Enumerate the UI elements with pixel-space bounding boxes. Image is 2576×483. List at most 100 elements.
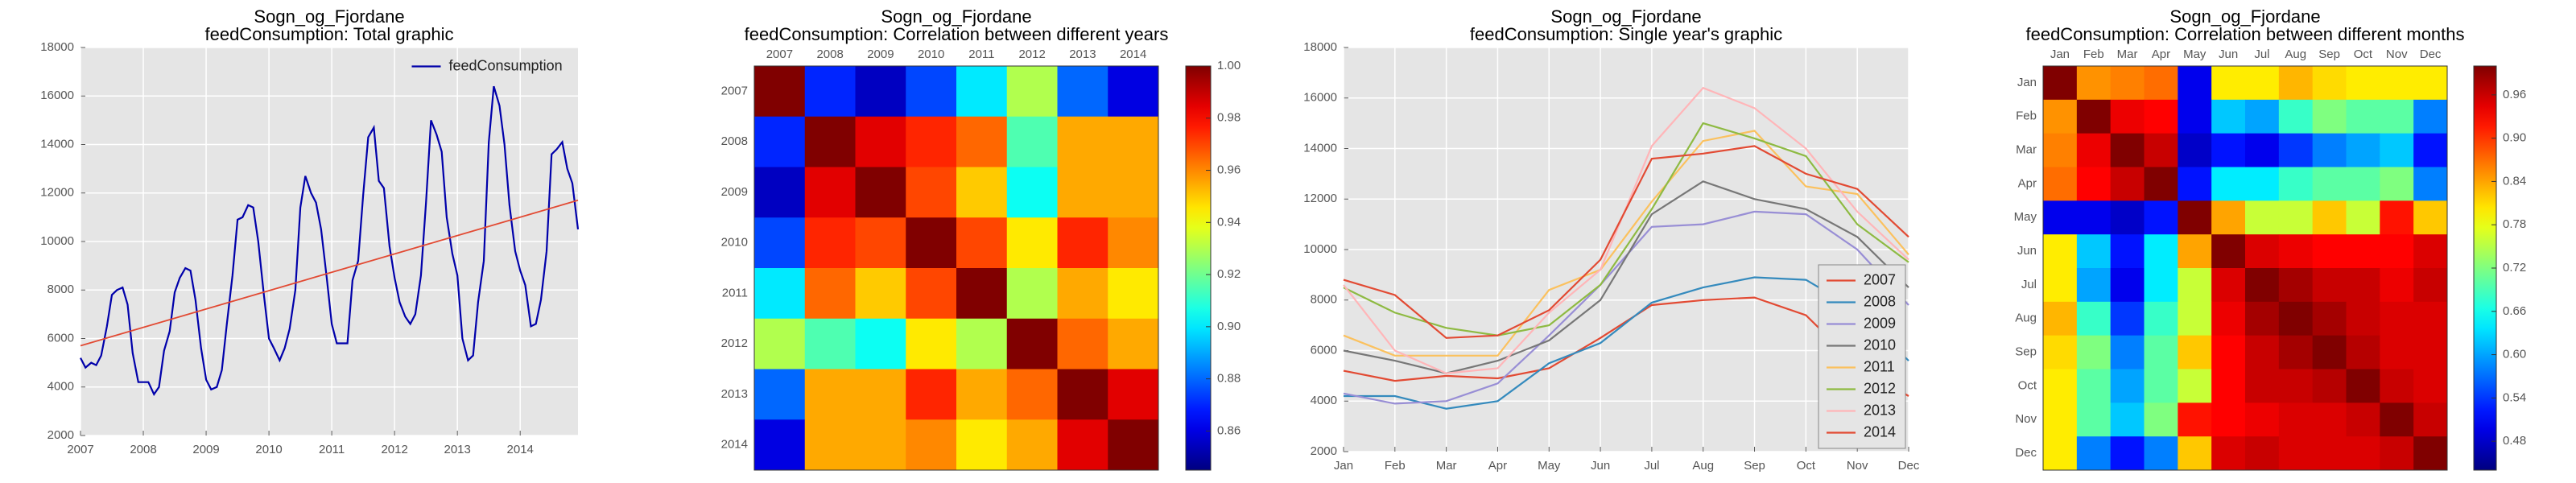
- heat-cell: [1057, 116, 1108, 167]
- heat-cell: [2245, 99, 2280, 134]
- heat-cell: [2245, 436, 2280, 471]
- heat-cell: [2413, 369, 2448, 403]
- heat-cell: [2346, 436, 2380, 471]
- colorbar-tick-label: 0.84: [2503, 174, 2526, 188]
- heat-cell: [956, 369, 1008, 420]
- heat-cell: [2278, 66, 2314, 101]
- heat-cell: [2178, 200, 2212, 235]
- heat-cell: [1108, 116, 1159, 167]
- heat-cell: [2245, 200, 2280, 235]
- heat-cell: [2413, 99, 2448, 134]
- y-tick-label: 4000: [47, 380, 74, 394]
- x-tick-label: May: [1538, 459, 1561, 473]
- heat-cell: [804, 217, 856, 269]
- heat-cell: [1108, 369, 1159, 420]
- x-tick-label: 2014: [507, 443, 534, 456]
- heat-cell: [2245, 335, 2280, 369]
- x-tick-label: Nov: [2386, 47, 2408, 61]
- heat-cell: [2312, 436, 2347, 471]
- heat-cell: [2346, 335, 2380, 369]
- heat-cell: [1108, 419, 1159, 471]
- x-tick-label: Dec: [2420, 47, 2442, 61]
- colorbar-tick-label: 0.66: [2503, 304, 2526, 318]
- heat-cell: [2278, 402, 2314, 437]
- x-tick-label: 2013: [444, 443, 470, 456]
- heat-cell: [2380, 301, 2414, 336]
- heat-cell: [906, 268, 957, 320]
- y-tick-label: Jan: [2017, 76, 2037, 89]
- heat-cell: [2312, 99, 2347, 134]
- colorbar-tick-label: 0.48: [2503, 434, 2526, 448]
- heat-cell: [2278, 200, 2314, 235]
- heat-cell: [2211, 234, 2246, 269]
- x-tick-label: Jun: [1591, 459, 1610, 473]
- heat-cell: [1006, 419, 1058, 471]
- colorbar: [2473, 65, 2497, 471]
- x-tick-label: Sep: [2318, 47, 2340, 61]
- heat-cell: [754, 369, 806, 420]
- heat-cell: [2076, 335, 2112, 369]
- heat-cell: [2413, 268, 2448, 303]
- x-tick-label: Apr: [1488, 459, 1507, 473]
- colorbar: [1185, 65, 1212, 471]
- legend-label: 2012: [1864, 380, 1896, 396]
- heat-cell: [2380, 369, 2414, 403]
- heat-cell: [1108, 167, 1159, 218]
- heat-cell: [2380, 200, 2414, 235]
- heat-cell: [2312, 200, 2347, 235]
- y-tick-label: 2000: [1311, 444, 1337, 458]
- heat-cell: [2178, 133, 2212, 167]
- legend-label: 2010: [1864, 336, 1896, 353]
- heat-cell: [2346, 99, 2380, 134]
- heat-cell: [2312, 335, 2347, 369]
- y-tick-label: 2008: [721, 134, 748, 148]
- heat-cell: [2110, 167, 2145, 201]
- y-tick-label: 4000: [1311, 394, 1337, 407]
- heat-cell: [754, 268, 806, 320]
- y-tick-label: Oct: [2018, 378, 2037, 392]
- x-tick-label: Aug: [1692, 459, 1714, 473]
- heat-cell: [804, 66, 856, 118]
- heat-cell: [1006, 66, 1058, 118]
- heat-cell: [2380, 99, 2414, 134]
- heat-cell: [906, 66, 957, 118]
- heat-cell: [2346, 369, 2380, 403]
- x-tick-label: Mar: [2117, 47, 2138, 61]
- x-tick-label: Sep: [1744, 459, 1765, 473]
- heat-cell: [1006, 167, 1058, 218]
- heat-cell: [855, 369, 906, 420]
- heat-cell: [2346, 301, 2380, 336]
- heat-cell: [2043, 234, 2078, 269]
- x-tick-label: Apr: [2152, 47, 2170, 61]
- heat-cell: [2245, 268, 2280, 303]
- heat-cell: [956, 217, 1008, 269]
- x-tick-label: Mar: [1436, 459, 1457, 473]
- heat-cell: [2178, 268, 2212, 303]
- x-tick-label: 2012: [381, 443, 407, 456]
- heat-cell: [2076, 99, 2112, 134]
- chart-title: Sogn_og_Fjordane: [881, 6, 1031, 27]
- y-tick-label: 18000: [40, 40, 74, 54]
- heat-cell: [2211, 66, 2246, 101]
- heat-cell: [956, 167, 1008, 218]
- heat-cell: [906, 217, 957, 269]
- colorbar-tick-label: 0.88: [1217, 372, 1241, 386]
- chart-subtitle: feedConsumption: Correlation between dif…: [2025, 24, 2464, 44]
- heat-cell: [2211, 133, 2246, 167]
- heat-cell: [2076, 369, 2112, 403]
- heat-cell: [2413, 200, 2448, 235]
- legend-label: 2009: [1864, 315, 1896, 331]
- heat-cell: [2076, 301, 2112, 336]
- chart-subtitle: feedConsumption: Correlation between dif…: [745, 24, 1169, 44]
- heat-cell: [2380, 268, 2414, 303]
- heat-cell: [956, 268, 1008, 320]
- heat-cell: [2346, 133, 2380, 167]
- heat-cell: [2144, 402, 2178, 437]
- heat-cell: [855, 167, 906, 218]
- heat-cell: [1006, 369, 1058, 420]
- heatmap-frame: [2042, 65, 2448, 471]
- heat-cell: [2380, 436, 2414, 471]
- heat-cell: [2278, 369, 2314, 403]
- heat-cell: [2110, 268, 2145, 303]
- heat-cell: [2144, 436, 2178, 471]
